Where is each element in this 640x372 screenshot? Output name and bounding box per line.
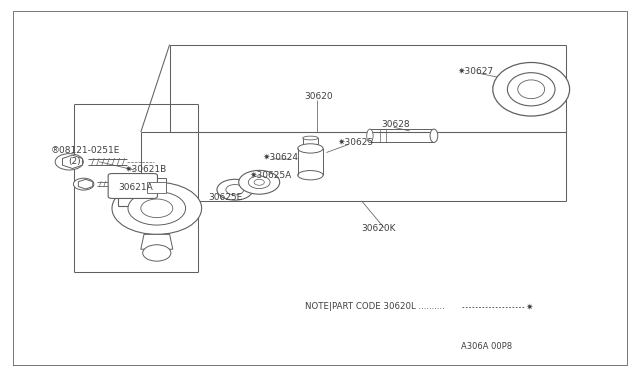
Text: 30620K: 30620K [362,224,396,233]
Text: 30628: 30628 [381,120,410,129]
Text: ✷: ✷ [526,302,534,311]
Ellipse shape [298,144,323,153]
Circle shape [128,192,186,225]
Ellipse shape [367,129,373,142]
FancyBboxPatch shape [118,178,154,205]
Polygon shape [63,155,83,169]
Text: ✷30621B: ✷30621B [125,165,167,174]
Circle shape [141,199,173,218]
Text: 30625E: 30625E [208,193,243,202]
Ellipse shape [508,73,555,106]
Circle shape [112,182,202,234]
Text: (2): (2) [68,157,81,166]
FancyBboxPatch shape [108,173,157,199]
Ellipse shape [493,62,570,116]
Ellipse shape [298,170,323,180]
Text: ®08121-0251E: ®08121-0251E [51,146,120,155]
Text: ✷30625: ✷30625 [338,138,374,147]
Circle shape [248,176,270,189]
Polygon shape [154,178,166,217]
Text: NOTE|PART CODE 30620L ..........: NOTE|PART CODE 30620L .......... [305,302,445,311]
Text: ✷30627: ✷30627 [458,67,493,76]
Text: 30620: 30620 [304,92,333,101]
Circle shape [239,170,280,194]
Text: 30621A: 30621A [118,183,153,192]
FancyBboxPatch shape [147,182,166,193]
Polygon shape [78,179,93,189]
Circle shape [74,178,94,190]
Circle shape [226,185,244,195]
Circle shape [217,179,253,200]
Text: A306A 00P8: A306A 00P8 [461,342,512,351]
Circle shape [254,179,264,185]
Ellipse shape [518,80,545,99]
Ellipse shape [303,136,318,140]
Text: ✷30624: ✷30624 [262,153,298,161]
Circle shape [143,245,171,261]
Ellipse shape [430,129,438,142]
Polygon shape [141,234,173,249]
Circle shape [55,154,83,170]
Text: ✷30625A: ✷30625A [250,171,292,180]
